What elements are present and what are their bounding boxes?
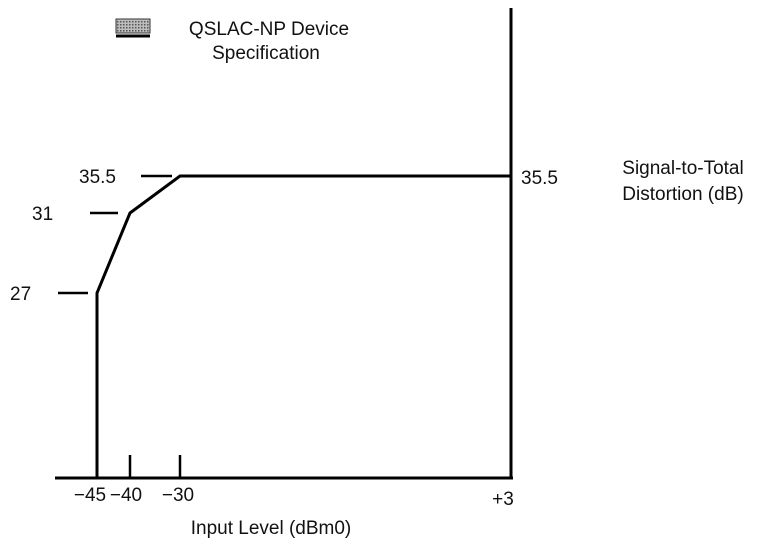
- y-axis-label-line-2: Distortion (dB): [622, 184, 743, 205]
- legend-swatch: [115, 18, 151, 34]
- x-tick-label: −40: [110, 485, 142, 506]
- x-tick-label: +3: [492, 489, 514, 510]
- legend-line-2: Specification: [212, 43, 320, 64]
- x-tick-label: −30: [162, 485, 194, 506]
- x-ticks: −45 −40 −30 +3: [74, 455, 514, 510]
- legend: QSLAC-NP Device Specification: [115, 18, 349, 64]
- right-axis-tick-label: 35.5: [521, 168, 558, 189]
- specification-curve: [95, 174, 511, 478]
- x-axis-label: Input Level (dBm0): [191, 518, 352, 539]
- y-tick-label: 27: [10, 284, 31, 305]
- y-ticks: 27 31 35.5: [10, 167, 172, 305]
- y-tick-label: 31: [32, 204, 53, 225]
- y-tick-label: 35.5: [79, 167, 116, 188]
- x-tick-label: −45: [74, 485, 106, 506]
- legend-line-1: QSLAC-NP Device: [189, 19, 349, 40]
- y-axis-label-line-1: Signal-to-Total: [622, 158, 743, 179]
